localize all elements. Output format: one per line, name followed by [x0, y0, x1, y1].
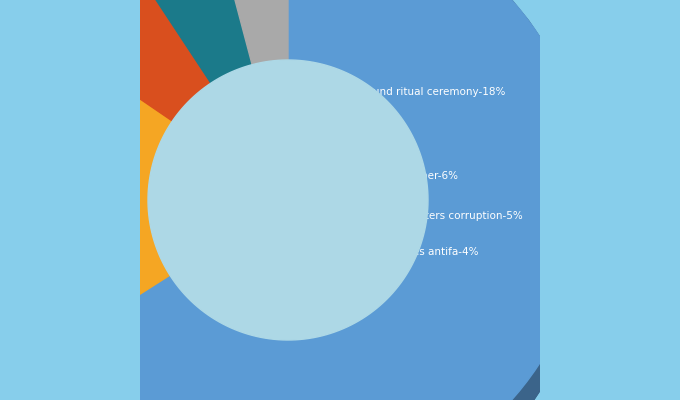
Polygon shape: [170, 60, 428, 368]
Polygon shape: [40, 0, 211, 149]
Polygon shape: [0, 31, 173, 361]
Polygon shape: [35, 0, 588, 400]
Polygon shape: [123, 0, 252, 83]
Polygon shape: [211, 0, 288, 93]
Polygon shape: [123, 0, 252, 111]
Polygon shape: [0, 59, 173, 389]
Polygon shape: [40, 0, 123, 59]
Polygon shape: [35, 0, 588, 400]
Polygon shape: [0, 31, 40, 389]
Polygon shape: [148, 121, 173, 303]
Polygon shape: [40, 0, 211, 121]
Polygon shape: [252, 60, 288, 93]
Text: stan rutner-6%: stan rutner-6%: [380, 171, 458, 181]
Text: new mexico compound ritual ceremony-18%: new mexico compound ritual ceremony-18%: [272, 87, 505, 97]
Polygon shape: [35, 0, 588, 400]
Text: jailed for collecting seashells-64%: jailed for collecting seashells-64%: [172, 219, 350, 229]
Polygon shape: [211, 65, 252, 111]
Polygon shape: [211, 0, 288, 65]
Text: maxine waters corruption-5%: maxine waters corruption-5%: [368, 211, 523, 221]
Polygon shape: [148, 60, 428, 340]
Text: who finances antifa-4%: who finances antifa-4%: [356, 247, 479, 257]
Polygon shape: [173, 83, 211, 149]
